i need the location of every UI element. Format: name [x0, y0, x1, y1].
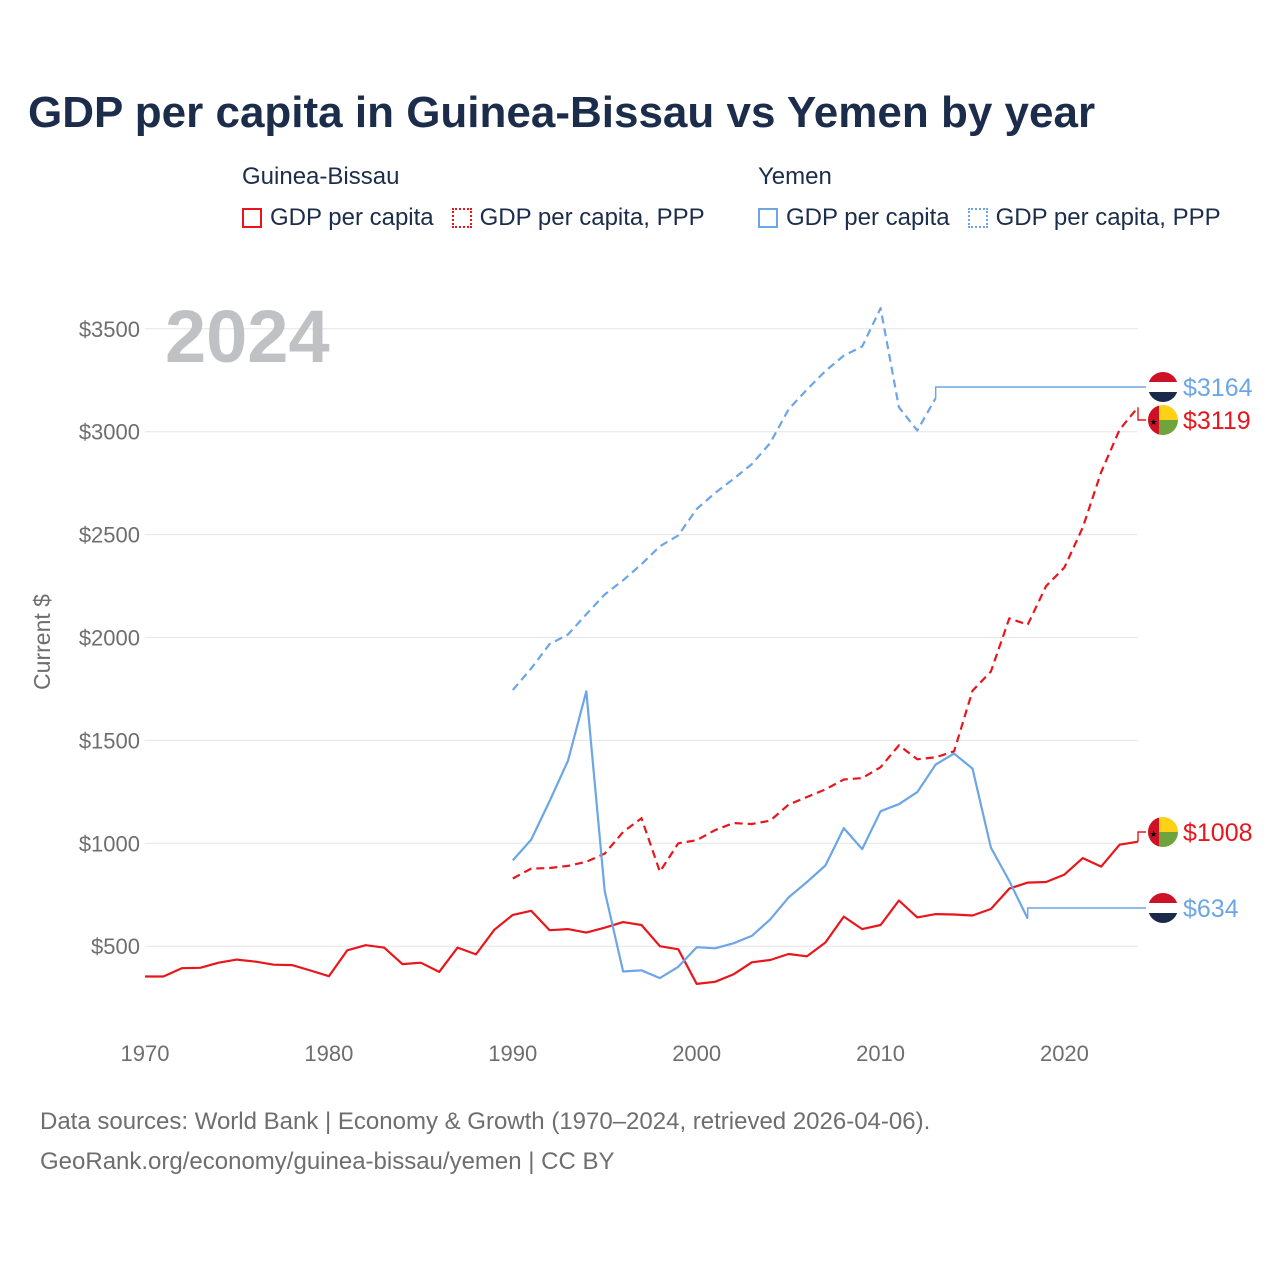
leader-line — [935, 386, 1146, 398]
page-title: GDP per capita in Guinea-Bissau vs Yemen… — [28, 88, 1096, 137]
legend-country-label: Yemen — [758, 163, 832, 190]
x-tick-label: 2010 — [856, 1041, 905, 1066]
y-axis-title: Current $ — [29, 594, 55, 690]
legend-item-label: GDP per capita, PPP — [995, 204, 1221, 231]
x-tick-label: 2020 — [1040, 1041, 1089, 1066]
leader-line — [1026, 907, 1146, 919]
x-tick-label: 2000 — [672, 1041, 721, 1066]
connector-layer — [935, 386, 1146, 919]
legend-item-label: GDP per capita, PPP — [479, 204, 705, 231]
series-line-yemen-gdp-per-capita-ppp — [511, 307, 937, 691]
axis-layer: $500 $1000 $1500 $2000 $2500 $3000 $3500 1970 19… — [79, 317, 1089, 1066]
y-tick-label: $500 — [91, 934, 140, 959]
footer-credit[interactable]: GeoRank.org/economy/guinea-bissau/yemen … — [40, 1148, 615, 1175]
grid-layer — [145, 328, 1138, 947]
legend-item-ye-gdp[interactable]: GDP per capita — [758, 204, 950, 232]
legend-item-gb-gdp-ppp[interactable]: GDP per capita, PPP — [451, 204, 705, 232]
legend-swatch-dotted — [451, 208, 472, 228]
guinea-bissau-flag-icon: ★ — [1148, 817, 1178, 847]
legend-group-guinea-bissau: Guinea-Bissau GDP per capita GDP per cap… — [242, 160, 723, 232]
y-tick-label: $1500 — [79, 728, 140, 753]
footer-source: Data sources: World Bank | Economy & Gro… — [40, 1108, 931, 1135]
legend-country-label: Guinea-Bissau — [242, 163, 400, 190]
yemen-flag-icon — [1148, 372, 1178, 402]
x-tick-label: 1990 — [488, 1041, 537, 1066]
guinea-bissau-flag-icon: ★ — [1148, 405, 1178, 435]
svg-text:★: ★ — [1149, 417, 1157, 427]
x-tick-label: 1980 — [304, 1041, 353, 1066]
leader-line — [1137, 831, 1146, 842]
y-tick-label: $2000 — [79, 626, 140, 651]
legend-item-label: GDP per capita — [786, 204, 950, 231]
y-tick-label: $3500 — [79, 317, 140, 342]
legend-swatch-dotted — [967, 208, 988, 228]
year-watermark: 2024 — [165, 295, 330, 378]
yemen-flag-icon — [1148, 893, 1178, 923]
legend-item-ye-gdp-ppp[interactable]: GDP per capita, PPP — [967, 204, 1221, 232]
y-tick-label: $3000 — [79, 420, 140, 445]
line-chart: 2024 Current $ $500$1000$1500$2000$2500$… — [29, 295, 1253, 1066]
leader-line — [1137, 407, 1146, 421]
end-label-layer: $3164 $3119 $1008 $634 — [1183, 374, 1253, 923]
legend-item-label: GDP per capita — [270, 204, 434, 231]
series-end-label: $3119 — [1183, 407, 1251, 435]
x-tick-label: 1970 — [121, 1041, 170, 1066]
series-layer — [145, 307, 1139, 986]
svg-text:★: ★ — [1149, 829, 1157, 839]
legend-swatch-solid — [758, 208, 778, 228]
legend-swatch-solid — [242, 208, 262, 228]
series-line-guinea-bissau-gdp-per-capita — [145, 840, 1139, 986]
series-line-yemen-gdp-per-capita — [511, 690, 1029, 980]
series-line-guinea-bissau-gdp-per-capita-ppp — [512, 406, 1139, 880]
legend-item-gb-gdp[interactable]: GDP per capita — [242, 204, 434, 232]
series-end-label: $1008 — [1183, 819, 1253, 847]
series-end-label: $3164 — [1183, 374, 1253, 402]
y-tick-label: $1000 — [79, 831, 140, 856]
y-tick-label: $2500 — [79, 523, 140, 548]
legend-group-yemen: Yemen GDP per capita GDP per capita, PPP — [758, 160, 1239, 232]
series-end-label: $634 — [1183, 895, 1239, 923]
